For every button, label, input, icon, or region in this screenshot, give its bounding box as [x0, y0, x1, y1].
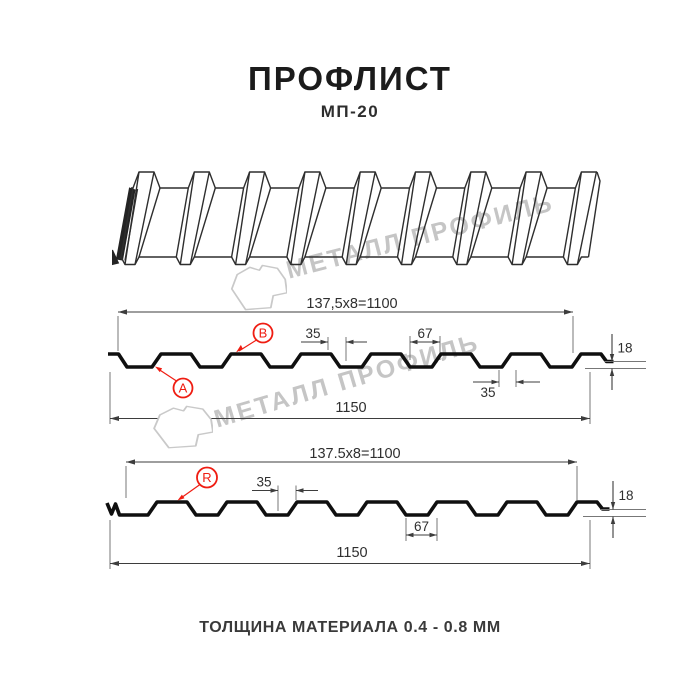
dim-height-label: 18 [618, 341, 633, 356]
dim-span-label: 137,5x8=1100 [306, 296, 397, 312]
sheet-right-edge [587, 171, 601, 258]
dim-total-width: 1150 [109, 520, 591, 569]
dim-valley-label: 67 [414, 519, 429, 534]
page-title: ПРОФЛИСТ [248, 60, 452, 97]
sheet-far-edge [131, 171, 597, 189]
page-subtitle: МП-20 [320, 102, 380, 121]
dim-valley-width: 67 [405, 518, 438, 541]
marker-b-letter: B [259, 326, 268, 341]
marker-a-letter: A [179, 381, 188, 396]
profile-outline [105, 500, 610, 517]
dim-valley-width: 67 [409, 326, 441, 360]
sheet-corner-shade [112, 249, 120, 266]
dim-total-label: 1150 [336, 545, 367, 561]
dim-span: 137,5x8=1100 [117, 296, 574, 353]
dim-valley-label: 67 [417, 326, 432, 341]
profile-outline [108, 352, 614, 369]
marker-b: B [236, 322, 274, 353]
dim-rib-top-width: 35 [252, 475, 318, 511]
dim-rib-top-label: 35 [256, 475, 271, 490]
marker-r-letter: R [202, 470, 211, 485]
brand-logo-watermark [153, 405, 213, 449]
material-thickness-note: ТОЛЩИНА МАТЕРИАЛА 0.4 - 0.8 ММ [199, 619, 501, 636]
dim-rib-top-width: 35 [301, 326, 367, 361]
dim-bottom-label: 35 [480, 385, 495, 400]
marker-a: A [155, 366, 194, 399]
cross-section-top: 137,5x8=1100 35 67 [108, 296, 646, 424]
sheet-3d-view [112, 171, 601, 266]
brand-logo-watermark [230, 264, 287, 311]
dim-height: 18 [583, 481, 646, 538]
dim-total-label: 1150 [335, 400, 366, 416]
sheet-cut-edge [115, 187, 136, 261]
dim-rib-top-label: 35 [305, 326, 320, 341]
dim-span: 137.5x8=1100 [125, 446, 578, 500]
marker-r: R [177, 466, 218, 501]
cross-section-bottom: 137.5x8=1100 35 67 [105, 446, 646, 569]
sheet-near-edge [118, 256, 589, 266]
dim-height-label: 18 [619, 488, 634, 503]
sheet-rib-lines [120, 171, 598, 265]
dim-span-label: 137.5x8=1100 [309, 446, 400, 462]
brand-logo-shape [230, 264, 287, 311]
brand-logo-shape [153, 405, 213, 449]
dim-bottom-width: 35 [473, 370, 540, 400]
dim-height: 18 [585, 334, 646, 390]
